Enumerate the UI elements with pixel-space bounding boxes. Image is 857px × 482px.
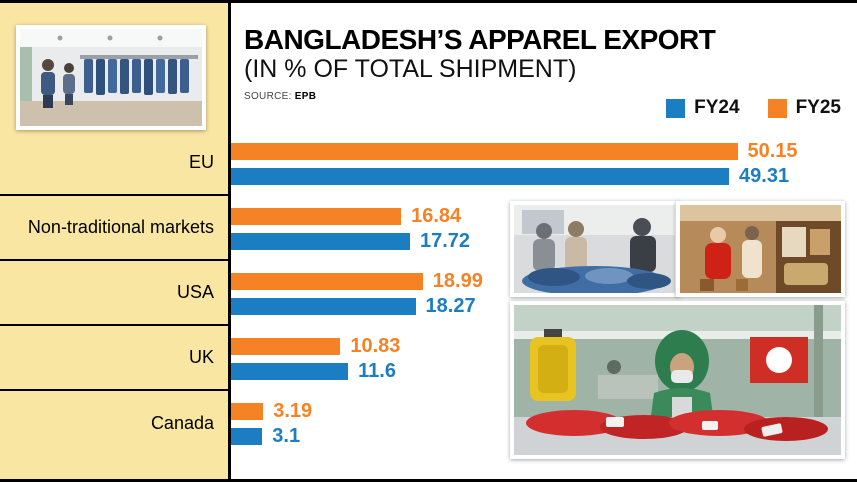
value-label-fy25: 50.15 [747,140,798,162]
fy24-swatch [666,98,686,118]
bar-fy25 [231,337,341,355]
chart-row-usa: USA 18.99 18.27 [0,261,857,326]
bar-fy24 [231,232,410,250]
category-label: EU [0,131,228,196]
bar-row-fy25: 3.19 [231,400,857,422]
bar-fy24 [231,362,349,380]
value-label-fy24: 49.31 [739,165,790,187]
category-label: USA [0,261,228,326]
source-label: SOURCE: [244,90,292,102]
photo-garment-factory-art [514,305,841,455]
value-label-fy25: 16.84 [411,205,462,227]
bar-chart: EU 50.15 49.31 Non-traditional markets 16.84… [0,131,857,456]
bar-row-fy25: 50.15 [231,140,857,162]
value-label-fy24: 3.1 [272,425,301,447]
bar-row-fy25: 16.84 [231,205,857,227]
chart-subtitle: (IN % OF TOTAL SHIPMENT) [244,55,577,84]
legend-item-fy25: FY25 [767,97,841,119]
chart-legend: FY24 FY25 [666,97,841,119]
chart-header: BANGLADESH’S APPAREL EXPORT (IN % OF TOT… [244,24,716,102]
legend-label-fy24: FY24 [694,97,740,118]
photo-garment-factory [510,301,845,459]
legend-label-fy25: FY25 [795,97,841,118]
bar-fy24 [231,167,730,185]
photo-boutique-shopper [676,201,845,297]
bar-row-fy25: 10.83 [231,335,857,357]
category-label: UK [0,326,228,391]
bar-row-fy24: 18.27 [231,295,857,317]
chart-row-non-traditional-markets: Non-traditional markets 16.84 17.72 [0,196,857,261]
chart-title: BANGLADESH’S APPAREL EXPORT [244,24,716,55]
source-value: EPB [294,90,317,102]
bar-fy24 [231,427,263,445]
value-label-fy25: 10.83 [350,335,401,357]
bar-row-fy25: 18.99 [231,270,857,292]
bar-group: 18.99 18.27 [228,261,857,326]
chart-row-uk: UK 10.83 11.6 [0,326,857,391]
bar-row-fy24: 11.6 [231,360,857,382]
value-label-fy24: 17.72 [419,230,471,252]
bar-fy24 [231,297,416,315]
chart-row-eu: EU 50.15 49.31 [0,131,857,196]
bar-fy25 [231,207,402,225]
fy25-swatch [767,98,787,118]
value-label-fy25: 3.19 [273,400,313,422]
legend-item-fy24: FY24 [666,97,740,119]
category-label: Canada [150,413,214,433]
bar-group: 50.15 49.31 [228,131,857,196]
photo-clothing-store-art [20,29,202,126]
bar-group: 10.83 11.6 [228,326,857,391]
bar-row-fy24: 3.1 [231,425,857,447]
value-label-fy24: 11.6 [358,360,396,382]
photo-denim-shoppers [510,201,679,297]
value-label-fy24: 18.27 [425,295,476,317]
photo-denim-shoppers-art [514,205,675,293]
photo-boutique-shopper-art [680,205,841,293]
bar-fy25 [231,142,738,160]
category-label: Non-traditional markets [0,196,228,261]
bar-group: 16.84 17.72 [228,196,857,261]
bar-row-fy24: 49.31 [231,165,857,187]
chart-row-canada: Canada 3.19 3.1 [0,391,857,456]
bar-fy25 [231,272,423,290]
bar-row-fy24: 17.72 [231,230,857,252]
value-label-fy25: 18.99 [432,270,483,292]
bar-fy25 [231,402,264,420]
bar-group: 3.19 3.1 [228,391,857,456]
photo-clothing-store [16,25,206,130]
y-axis-line [228,3,231,479]
source-line: SOURCE: EPB [244,91,715,102]
